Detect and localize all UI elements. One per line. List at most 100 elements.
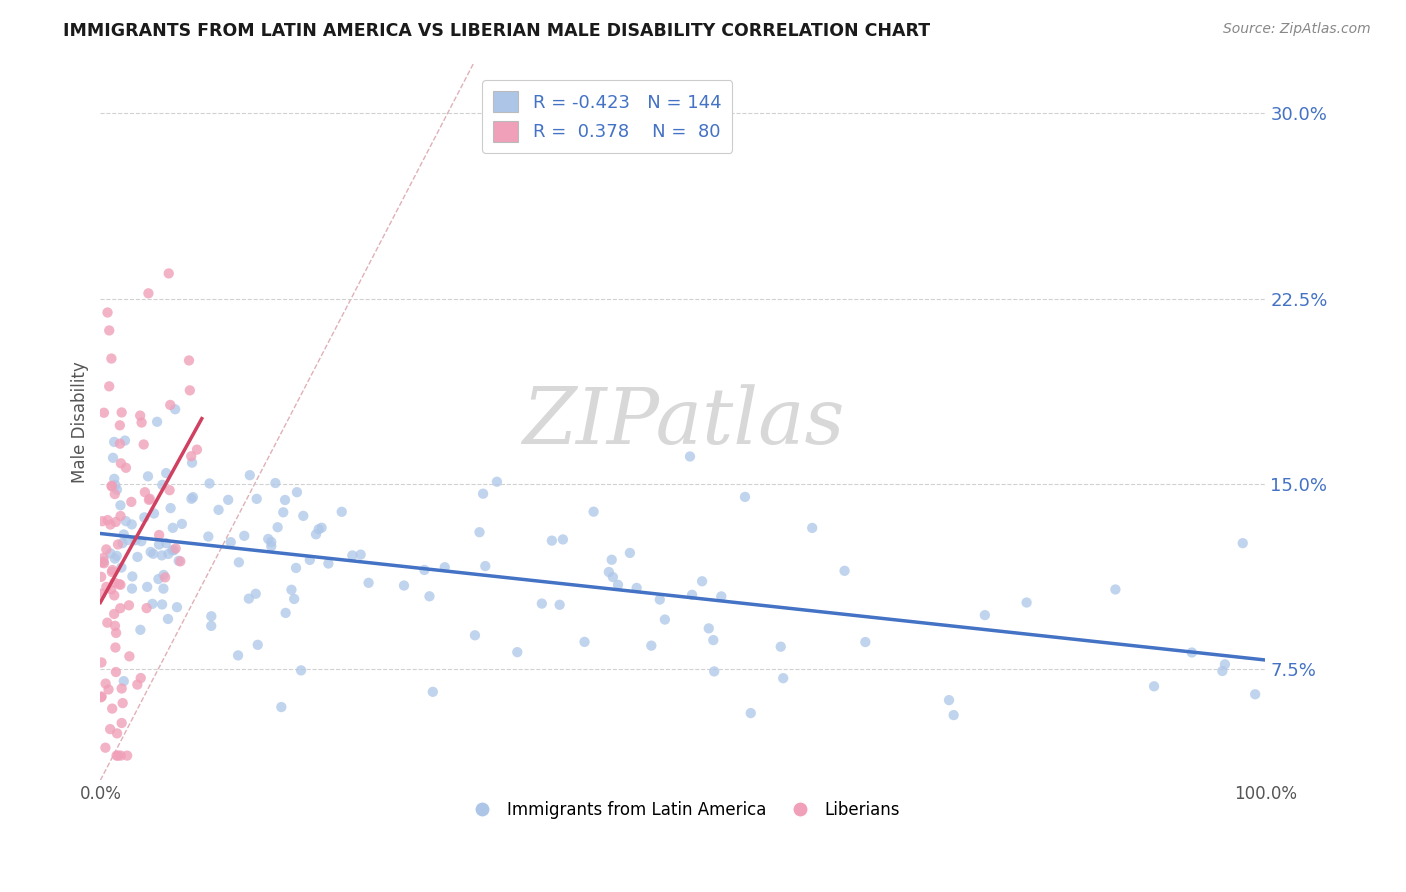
Point (266, 520, 288, 534)
Point (103, 607, 125, 621)
Point (280, 582, 302, 597)
Point (180, 449, 202, 463)
Point (238, 591, 260, 606)
Point (165, 541, 187, 556)
Point (110, 508, 132, 523)
Point (357, 575, 380, 590)
Point (127, 677, 149, 691)
Point (156, 612, 179, 626)
Point (330, 505, 353, 519)
Point (115, 748, 138, 763)
Point (271, 505, 294, 519)
Point (103, 589, 125, 603)
Point (100, 546, 122, 560)
Point (104, 665, 127, 679)
Point (93, 551, 115, 566)
Point (598, 565, 620, 579)
Point (90, 570, 112, 584)
Point (103, 575, 125, 590)
Point (150, 549, 173, 563)
Point (108, 436, 131, 450)
Point (472, 486, 495, 500)
Point (392, 578, 415, 592)
Point (157, 267, 180, 281)
Point (139, 545, 162, 559)
Point (159, 398, 181, 412)
Text: ZIPatlas: ZIPatlas (522, 384, 844, 460)
Point (228, 555, 250, 569)
Point (163, 543, 186, 558)
Point (124, 533, 146, 548)
Point (135, 601, 157, 615)
Point (105, 726, 128, 740)
Point (121, 517, 143, 532)
Point (148, 537, 170, 551)
Point (110, 748, 132, 763)
Point (101, 450, 124, 465)
Point (506, 645, 529, 659)
Point (274, 493, 297, 508)
Point (96, 615, 118, 630)
Point (104, 619, 127, 633)
Point (697, 621, 720, 635)
Point (274, 606, 297, 620)
Point (167, 554, 190, 568)
Point (97, 513, 120, 527)
Point (157, 547, 180, 561)
Point (464, 628, 486, 642)
Point (734, 490, 756, 504)
Point (769, 640, 792, 654)
Point (101, 479, 124, 493)
Point (648, 592, 671, 607)
Point (342, 549, 364, 563)
Point (93, 406, 115, 420)
Point (111, 716, 134, 731)
Point (104, 478, 127, 492)
Point (474, 559, 496, 574)
Point (285, 485, 308, 500)
Text: Source: ZipAtlas.com: Source: ZipAtlas.com (1223, 22, 1371, 37)
Point (548, 598, 571, 612)
Point (105, 626, 128, 640)
Point (422, 685, 444, 699)
Point (600, 553, 623, 567)
Point (90, 656, 112, 670)
Point (602, 570, 624, 584)
Point (170, 516, 193, 531)
Point (159, 501, 181, 516)
Legend: Immigrants from Latin America, Liberians: Immigrants from Latin America, Liberians (458, 795, 907, 826)
Point (226, 648, 249, 663)
Point (146, 415, 169, 429)
Point (108, 418, 131, 433)
Point (290, 664, 312, 678)
Point (1104, 582, 1126, 597)
Point (264, 476, 287, 491)
Point (292, 508, 315, 523)
Point (283, 591, 305, 606)
Point (155, 466, 177, 480)
Point (112, 674, 135, 689)
Point (96, 542, 118, 557)
Point (246, 491, 269, 506)
Point (198, 476, 221, 491)
Point (834, 564, 856, 578)
Point (217, 492, 239, 507)
Point (574, 635, 596, 649)
Point (690, 574, 713, 589)
Point (139, 491, 162, 506)
Point (103, 434, 125, 449)
Point (413, 563, 436, 577)
Point (150, 478, 173, 492)
Point (90, 690, 112, 704)
Point (710, 590, 733, 604)
Point (260, 535, 283, 549)
Point (772, 671, 794, 685)
Point (100, 582, 122, 597)
Point (181, 490, 204, 504)
Point (468, 525, 491, 540)
Point (98, 379, 121, 393)
Point (165, 402, 187, 417)
Point (181, 456, 204, 470)
Point (104, 551, 127, 566)
Point (101, 565, 124, 579)
